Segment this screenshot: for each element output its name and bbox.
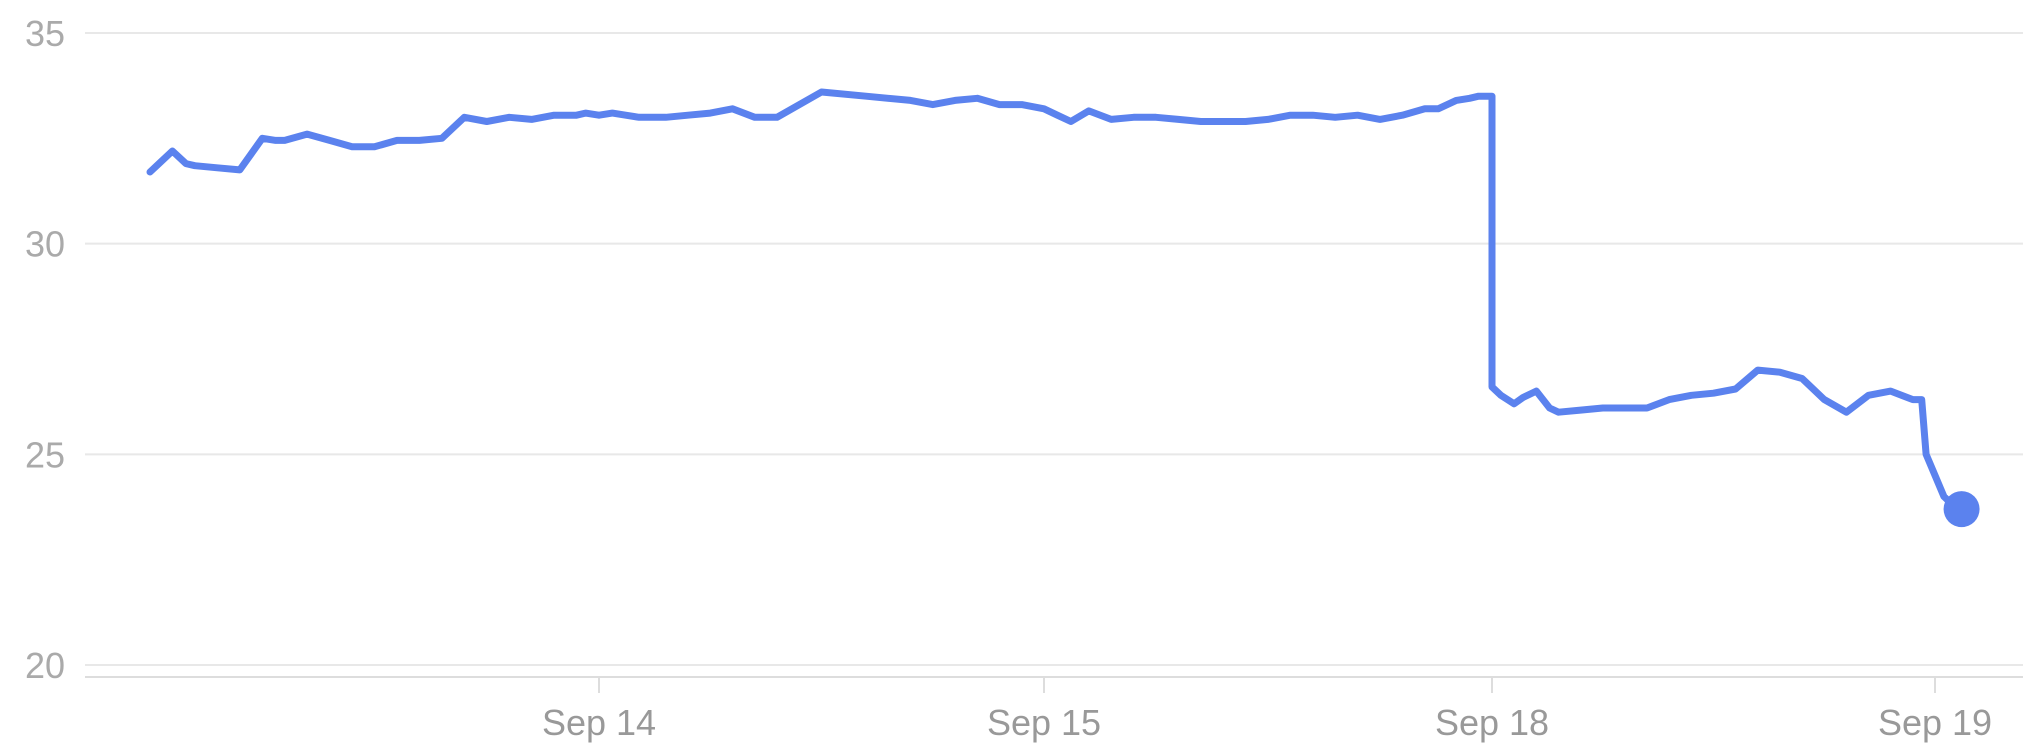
y-tick-label: 20 [25,645,65,686]
gridlines [85,32,2023,678]
x-tick-label: Sep 15 [987,702,1101,743]
x-tick-label: Sep 19 [1878,702,1992,743]
y-axis-tick-labels: 35 30 25 20 [25,13,65,686]
x-axis-tick-labels: Sep 14 Sep 15 Sep 18 Sep 19 [542,677,1992,743]
last-point-marker[interactable] [1943,491,1980,528]
y-tick-label: 35 [25,13,65,54]
series-line [146,88,1966,513]
series-layer [146,88,1980,528]
x-tick-label: Sep 18 [1435,702,1549,743]
y-tick-label: 30 [25,224,65,265]
x-tick-label: Sep 14 [542,702,656,743]
y-tick-label: 25 [25,434,65,475]
